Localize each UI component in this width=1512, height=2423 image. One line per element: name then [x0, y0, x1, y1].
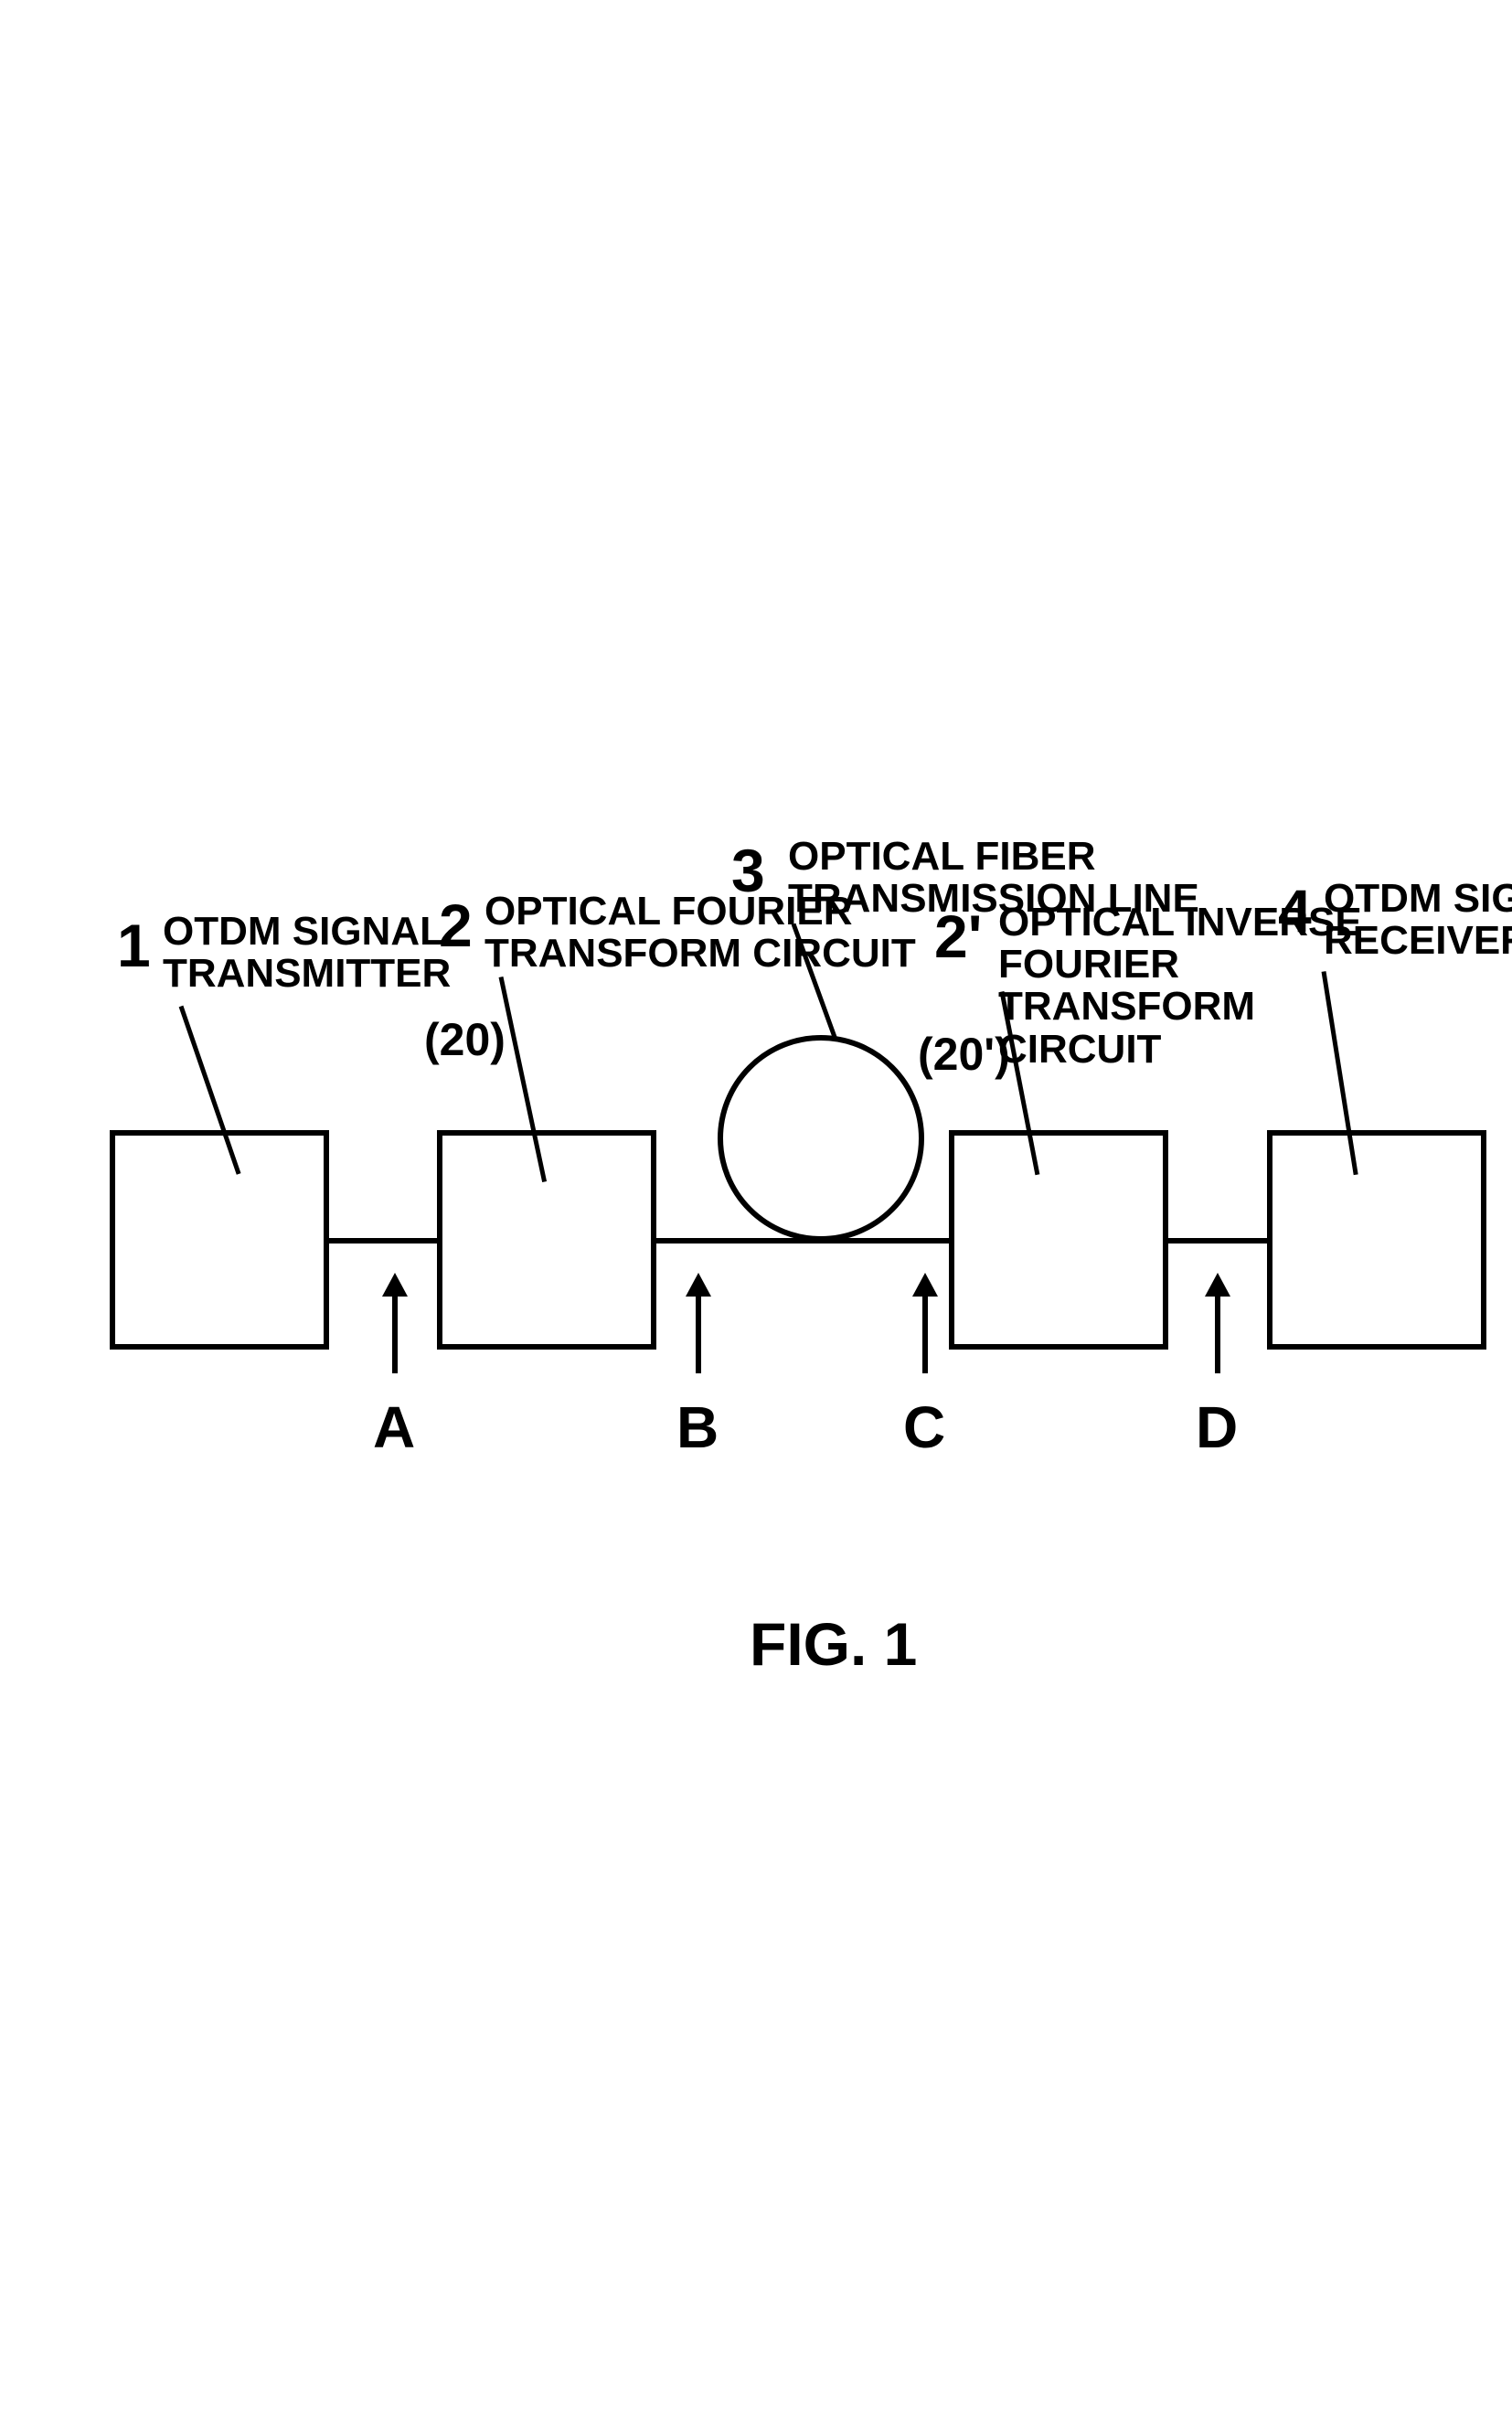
num-1: 1	[117, 911, 151, 980]
paren-20: (20)	[424, 1013, 506, 1066]
arrow-stem	[392, 1295, 398, 1373]
figure-label: FIG. 1	[750, 1609, 917, 1679]
tap-letter-A: A	[373, 1393, 415, 1461]
label-receiver: OTDM SIGNAL RECEIVER	[1324, 878, 1512, 962]
diagram-canvas: 1 2 3 2' 4 (20) (20') OTDM SIGNAL TRANSM…	[0, 0, 1512, 2423]
tap-letter-B: B	[676, 1393, 719, 1461]
arrow-stem	[696, 1295, 701, 1373]
box-oft	[437, 1130, 656, 1350]
fiber-coil	[718, 1035, 924, 1242]
arrow-stem	[1215, 1295, 1220, 1373]
arrow-up-icon	[1205, 1273, 1230, 1297]
signal-rail	[218, 1238, 1371, 1244]
tap-letter-D: D	[1196, 1393, 1238, 1461]
box-transmitter	[110, 1130, 329, 1350]
label-ioft: OPTICAL INVERSE FOURIER TRANSFORM CIRCUI…	[998, 902, 1362, 1071]
arrow-up-icon	[686, 1273, 711, 1297]
label-transmitter: OTDM SIGNAL TRANSMITTER	[163, 911, 451, 995]
paren-20p: (20')	[918, 1028, 1010, 1081]
box-ioft	[949, 1130, 1168, 1350]
arrow-up-icon	[912, 1273, 938, 1297]
box-receiver	[1267, 1130, 1486, 1350]
arrow-up-icon	[382, 1273, 408, 1297]
arrow-stem	[922, 1295, 928, 1373]
tap-letter-C: C	[903, 1393, 945, 1461]
